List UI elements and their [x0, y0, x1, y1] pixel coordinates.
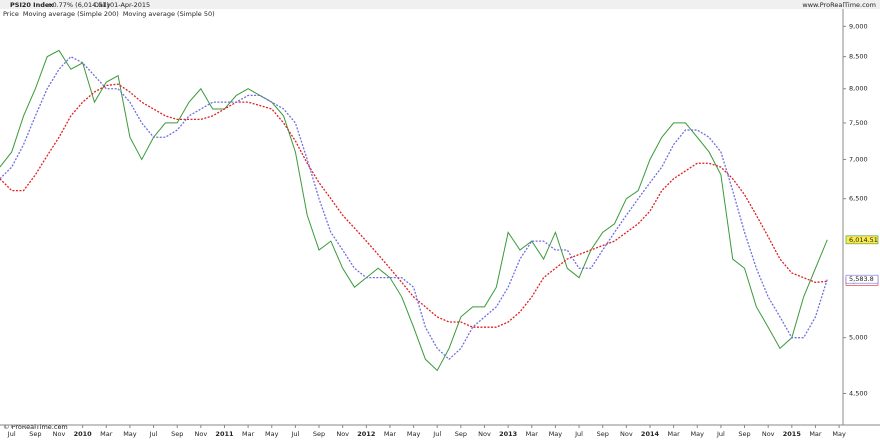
last-value-box: [845, 274, 879, 284]
x-tick-label: 2011: [215, 430, 234, 438]
x-tick-label: 2014: [641, 430, 660, 438]
y-tick-label: 6,500: [849, 195, 868, 203]
x-tick-label: Sep: [29, 430, 41, 438]
series-line: [0, 55, 828, 361]
x-tick-label: Sep: [313, 430, 325, 438]
chart-title: PSI20 Index: [10, 1, 54, 9]
x-tick-label: Jul: [290, 430, 299, 438]
x-tick-label: May: [832, 430, 846, 438]
x-tick-label: May: [691, 430, 705, 438]
last-value-label: 5,583.8: [849, 275, 874, 283]
x-tick-label: Nov: [194, 430, 207, 438]
x-tick-label: Nov: [336, 430, 349, 438]
y-tick-label: 4,500: [849, 389, 868, 397]
x-tick-label: Mar: [667, 430, 680, 438]
x-tick-label: Mar: [809, 430, 822, 438]
y-tick-label: 7,000: [849, 155, 868, 163]
y-tick-label: 5,000: [849, 334, 868, 342]
x-tick-label: Sep: [738, 430, 750, 438]
x-tick-label: Sep: [597, 430, 609, 438]
x-tick-label: Jul: [574, 430, 583, 438]
x-tick-label: May: [265, 430, 279, 438]
period: Daily: [94, 1, 111, 9]
series-line: [0, 49, 828, 372]
y-tick-label: 8,500: [849, 53, 868, 61]
y-tick-label: 7,500: [849, 119, 868, 127]
y-tick-label: 9,000: [849, 22, 868, 30]
legend-entry: Price: [3, 10, 19, 18]
x-tick-label: 2013: [499, 430, 517, 438]
header-bar: [0, 0, 880, 9]
x-tick-label: Jul: [149, 430, 158, 438]
x-tick-label: Mar: [384, 430, 397, 438]
change: +0.77% (6,014.51): [47, 1, 109, 9]
x-tick-label: Sep: [455, 430, 467, 438]
x-tick-label: Nov: [620, 430, 633, 438]
x-tick-label: Sep: [171, 430, 183, 438]
last-value-label: 6,014.51: [849, 236, 878, 244]
y-tick-label: 8,000: [849, 85, 868, 93]
series-line: [0, 83, 828, 328]
last-value-box: [845, 235, 879, 245]
x-tick-label: Mar: [242, 430, 255, 438]
legend-entry: Moving average (Simple 200): [23, 10, 119, 18]
x-tick-label: Jul: [716, 430, 725, 438]
date: 01-Apr-2015: [110, 1, 150, 9]
x-tick-label: May: [549, 430, 563, 438]
x-tick-label: Nov: [478, 430, 491, 438]
x-tick-label: Mar: [526, 430, 539, 438]
x-tick-label: Jul: [432, 430, 441, 438]
x-tick-label: 2012: [357, 430, 375, 438]
x-tick-label: Nov: [762, 430, 775, 438]
x-tick-label: Mar: [100, 430, 113, 438]
x-tick-label: Jul: [7, 430, 16, 438]
legend-entry: Moving average (Simple 50): [123, 10, 215, 18]
x-tick-label: Nov: [53, 430, 66, 438]
x-tick-label: May: [407, 430, 421, 438]
x-tick-label: 2015: [783, 430, 802, 438]
x-tick-label: May: [123, 430, 137, 438]
source: www.ProRealTime.com: [802, 1, 876, 9]
x-tick-label: 2010: [74, 430, 93, 438]
